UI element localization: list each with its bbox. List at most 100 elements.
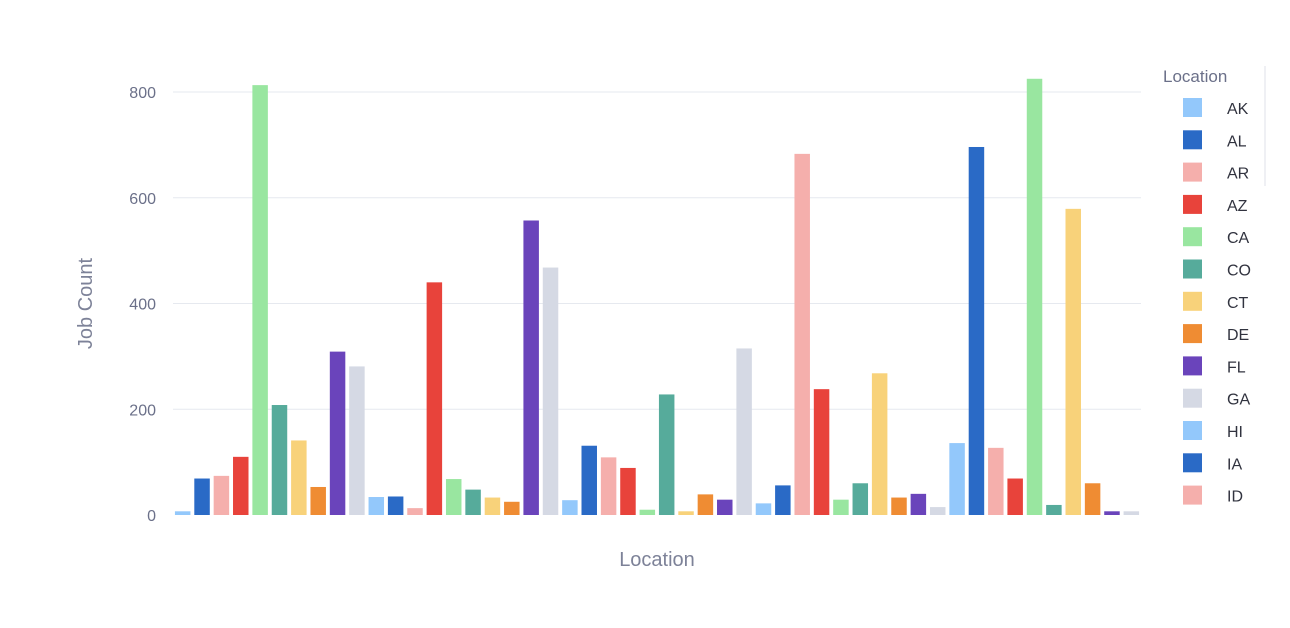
bar[interactable] <box>1026 78 1043 515</box>
bar[interactable] <box>542 267 559 515</box>
legend-label: GA <box>1227 392 1250 409</box>
bar[interactable] <box>233 456 249 515</box>
legend-label: ID <box>1227 489 1243 506</box>
bar[interactable] <box>871 373 888 515</box>
legend-swatch <box>1183 227 1202 247</box>
bar[interactable] <box>736 348 752 515</box>
legend-title: Location <box>1163 67 1227 86</box>
bar[interactable] <box>465 489 481 515</box>
gridlines <box>173 91 1141 410</box>
bar[interactable] <box>678 511 694 515</box>
bar[interactable] <box>291 440 307 515</box>
legend-item[interactable]: GA <box>1183 388 1250 409</box>
bar[interactable] <box>813 389 830 515</box>
bar[interactable] <box>620 467 636 515</box>
bar[interactable] <box>833 499 849 515</box>
bar[interactable] <box>213 475 230 515</box>
bar[interactable] <box>368 497 385 515</box>
y-tick-label: 0 <box>147 508 156 525</box>
bar[interactable] <box>1104 511 1120 515</box>
legend-label: CO <box>1227 263 1251 280</box>
legend-item[interactable]: CT <box>1183 291 1249 312</box>
bar[interactable] <box>794 153 810 516</box>
bar[interactable] <box>504 501 520 515</box>
legend-label: CA <box>1227 230 1250 247</box>
legend-item[interactable]: AR <box>1183 162 1249 183</box>
bar[interactable] <box>310 486 326 515</box>
y-tick-label: 200 <box>129 402 156 419</box>
bar[interactable] <box>523 220 539 516</box>
bar[interactable] <box>1007 478 1023 515</box>
bar[interactable] <box>387 496 404 515</box>
legend-swatch <box>1183 194 1202 214</box>
bar[interactable] <box>1046 504 1062 515</box>
bar[interactable] <box>949 443 965 515</box>
legend-swatch <box>1183 98 1202 117</box>
legend-label: HI <box>1227 424 1243 441</box>
bar[interactable] <box>988 447 1004 515</box>
legend-item[interactable]: AK <box>1183 98 1249 118</box>
bar[interactable] <box>407 508 423 515</box>
bar[interactable] <box>929 507 946 515</box>
legend-item[interactable]: ID <box>1183 485 1243 506</box>
bar[interactable] <box>271 405 288 515</box>
bar[interactable] <box>852 483 869 515</box>
bar[interactable] <box>194 478 210 515</box>
x-axis-title: Location <box>619 549 695 571</box>
bar[interactable] <box>968 146 985 516</box>
legend-swatch <box>1183 356 1202 376</box>
bar[interactable] <box>174 511 191 515</box>
legend-item[interactable]: CA <box>1183 227 1250 247</box>
bar[interactable] <box>349 366 365 515</box>
legend-item[interactable]: IA <box>1183 453 1242 473</box>
legend-swatch <box>1183 162 1202 182</box>
legend-item[interactable]: DE <box>1183 324 1249 344</box>
bar[interactable] <box>1084 483 1101 515</box>
bar[interactable] <box>252 85 268 515</box>
bar[interactable] <box>639 509 656 515</box>
legend-swatch <box>1183 453 1202 473</box>
y-tick-label: 600 <box>129 191 156 208</box>
legend-label: DE <box>1227 327 1249 344</box>
legend-item[interactable]: FL <box>1183 356 1246 376</box>
bar[interactable] <box>775 485 791 515</box>
legend-swatch <box>1183 421 1202 440</box>
y-axis-title: Job Count <box>75 257 97 349</box>
y-tick-label: 800 <box>129 85 156 102</box>
y-tick-label: 400 <box>129 297 156 314</box>
bar[interactable] <box>484 497 501 515</box>
bar[interactable] <box>910 493 927 515</box>
legend-label: CT <box>1227 295 1249 312</box>
bar[interactable] <box>658 394 675 515</box>
legend-label: AL <box>1227 133 1247 150</box>
bar[interactable] <box>445 479 462 515</box>
legend-swatch <box>1183 485 1202 505</box>
legend-label: AR <box>1227 166 1249 183</box>
bars <box>174 78 1140 516</box>
bar[interactable] <box>1065 208 1081 515</box>
legend-item[interactable]: AZ <box>1183 194 1248 215</box>
legend-label: IA <box>1227 456 1242 473</box>
legend-label: AK <box>1227 101 1249 118</box>
bar[interactable] <box>581 445 597 515</box>
bar[interactable] <box>891 497 907 515</box>
bar[interactable] <box>600 457 617 515</box>
legend-item[interactable]: HI <box>1183 421 1243 441</box>
y-axis-ticks: 0 200 400 600 800 <box>129 85 156 525</box>
legend-swatch <box>1183 324 1202 344</box>
legend-swatch <box>1183 291 1202 311</box>
bar[interactable] <box>562 500 578 515</box>
legend-items[interactable]: AK AL AR AZ CA CO CT DE FL GA HI IA ID <box>1183 98 1251 506</box>
bar[interactable] <box>755 503 772 515</box>
bar[interactable] <box>426 282 443 515</box>
legend-item[interactable]: CO <box>1183 259 1251 280</box>
legend[interactable]: Location AK AL AR AZ CA CO CT DE FL GA HI IA ID <box>1163 66 1266 506</box>
bar[interactable] <box>1123 511 1140 515</box>
legend-label: AZ <box>1227 198 1248 215</box>
legend-item[interactable]: AL <box>1183 130 1247 150</box>
bar[interactable] <box>717 499 733 515</box>
legend-label: FL <box>1227 359 1246 376</box>
bar[interactable] <box>329 351 346 515</box>
bar[interactable] <box>697 494 714 515</box>
